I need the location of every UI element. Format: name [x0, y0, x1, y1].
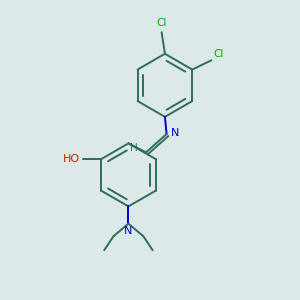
Text: HO: HO: [63, 154, 80, 164]
Text: N: N: [124, 226, 133, 236]
Text: Cl: Cl: [213, 49, 224, 58]
Text: Cl: Cl: [156, 18, 167, 28]
Text: N: N: [171, 128, 179, 138]
Text: H: H: [130, 143, 138, 153]
